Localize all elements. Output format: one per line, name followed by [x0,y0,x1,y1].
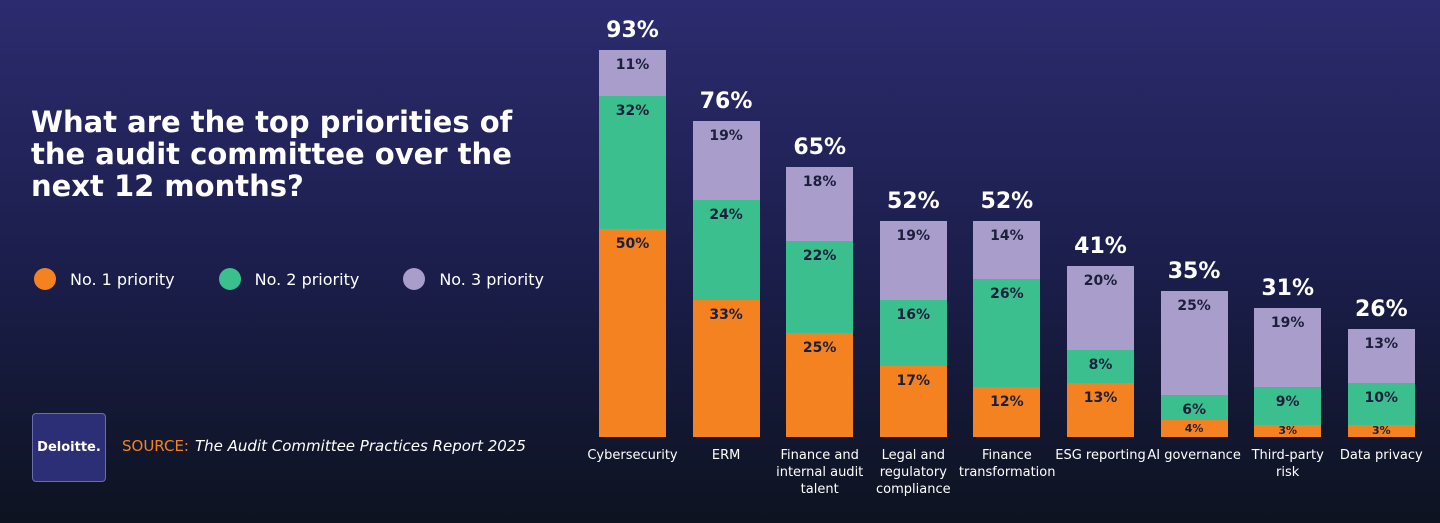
legend-swatch [403,268,426,290]
total-label: 93% [606,18,659,44]
value-label: 19% [896,227,931,244]
bar-segment [1160,395,1228,421]
legend-label: No. 2 priority [254,269,360,289]
bar-segment [1254,308,1322,388]
bar-segment [1254,387,1322,425]
title: What are the top priorities of the audit… [31,105,513,203]
legend-swatch [34,268,56,290]
value-label: 22% [802,248,837,265]
source-label: SOURCE: [122,437,189,455]
total-label: 35% [1167,259,1221,285]
category-label: Cybersecurity [587,448,678,463]
bar-segment [692,120,760,200]
value-label: 33% [709,306,743,323]
legend: No. 1 priority No. 2 priority No. 3 priori… [34,268,588,290]
category-label: Third-party risk [1251,448,1324,480]
source: SOURCE: The Audit Committee Practices Rep… [122,437,526,455]
bar-segment [786,166,854,242]
value-label: 4% [1184,421,1204,435]
value-label: 12% [990,394,1024,411]
value-label: 13% [1083,389,1118,406]
total-label: 76% [699,88,753,114]
bar-segment [692,199,760,300]
legend-label: No. 1 priority [70,269,175,289]
category-label: Finance transformation [958,448,1056,480]
value-label: 25% [802,340,837,356]
category-label: Data privacy [1339,448,1423,463]
legend-swatch [218,268,241,290]
bar-segment [692,299,760,437]
bar-segment [879,299,947,367]
value-label: 17% [896,373,931,390]
bar-segment [1347,328,1415,383]
bar-segment [1067,382,1134,437]
bar-segment [879,220,947,300]
value-label: 24% [709,206,743,223]
legend-item: No. 3 priority [403,268,544,290]
bar-segment [1160,291,1228,396]
total-label: 41% [1074,234,1127,260]
total-label: 52% [886,188,940,214]
value-label: 16% [896,306,931,323]
bar-segment [1254,424,1322,437]
total-label: 31% [1261,276,1315,302]
legend-item: No. 2 priority [218,268,360,290]
category-label: AI governance [1147,448,1241,463]
bar-segment [1160,420,1228,437]
total-label: 65% [793,134,847,160]
bar-segment [1347,424,1415,437]
legend-label: No. 3 priority [439,269,544,289]
category-label: ERM [711,448,741,463]
legend-item: No. 1 priority [34,268,175,290]
value-label: 8% [1088,356,1113,373]
bar-segment [1347,382,1415,425]
value-label: 32% [615,102,650,119]
value-label: 18% [802,173,837,190]
value-label: 25% [1177,298,1211,315]
bar-segment [786,241,854,333]
logo: Deloitte. [32,413,106,482]
bar-segment [973,220,1041,279]
bar-segment [973,278,1041,388]
bar-segment [599,229,666,437]
bar-segment [599,95,666,229]
value-label: 20% [1083,273,1118,290]
value-label: 19% [1270,315,1305,332]
value-label: 6% [1182,402,1206,419]
value-label: 50% [615,236,650,252]
bar-segment [599,50,666,96]
value-label: 9% [1275,394,1300,411]
value-label: 14% [990,227,1024,244]
total-label: 26% [1354,296,1408,322]
value-label: 3% [1278,423,1298,437]
total-label: 52% [980,188,1034,214]
value-label: 10% [1364,389,1399,406]
category-label: ESG reporting [1055,448,1146,463]
bar-segment [973,387,1041,437]
bar-segment [786,333,854,437]
category-label: Legal and regulatory compliance [876,448,951,497]
bar-segment [879,366,947,437]
value-label: 3% [1371,423,1391,437]
value-label: 11% [615,57,650,74]
source-text: The Audit Committee Practices Report 202… [195,437,526,455]
value-label: 26% [990,285,1024,302]
bar-segment [1067,349,1134,383]
value-label: 13% [1364,335,1399,352]
value-label: 19% [709,127,743,144]
bar-segment [1067,266,1134,350]
category-label: Finance and internal audit talent [776,448,864,497]
